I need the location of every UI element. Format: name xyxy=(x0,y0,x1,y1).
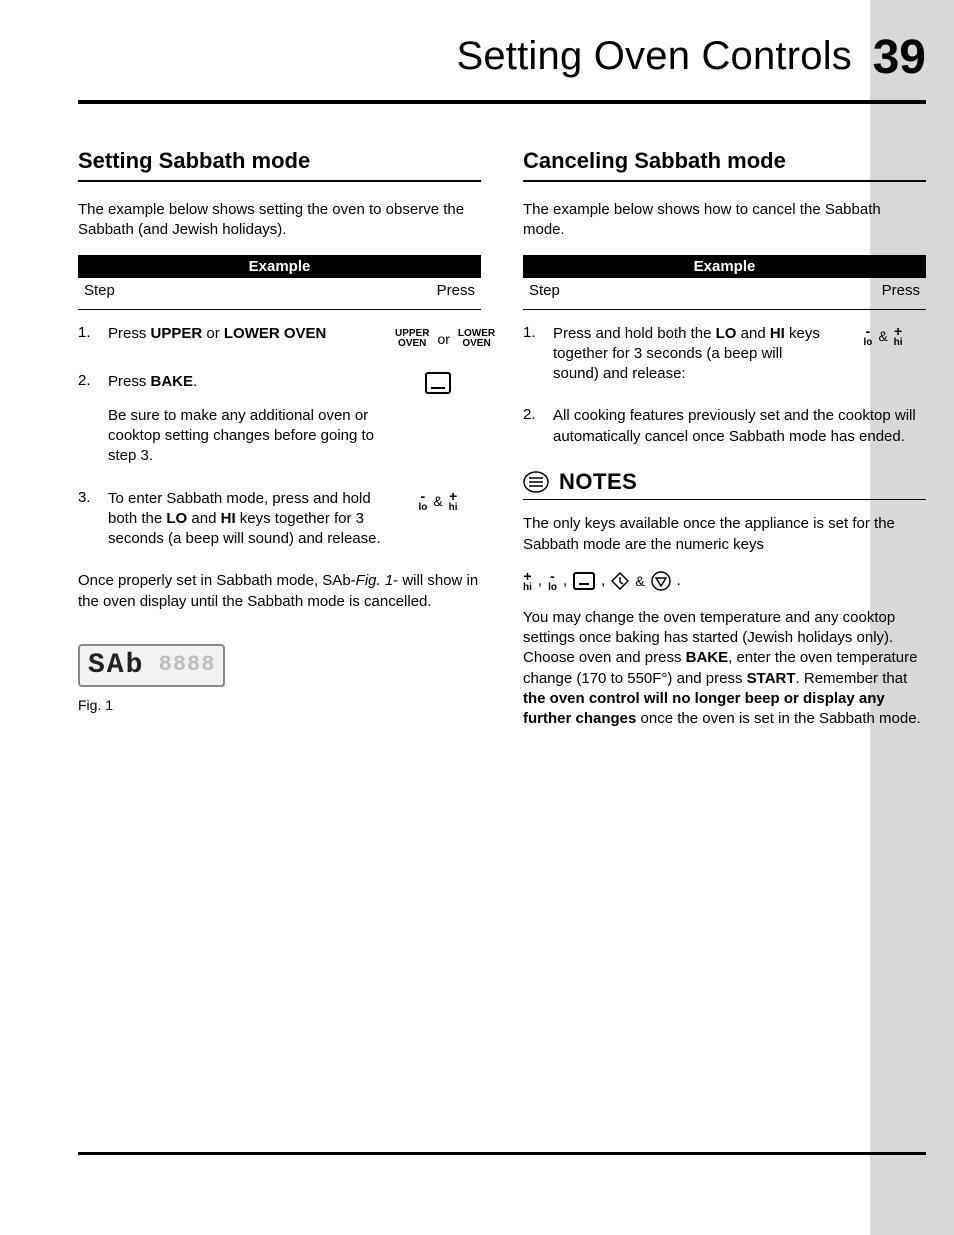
col-press: Press xyxy=(263,278,481,310)
step-row: 2. All cooking features previously set a… xyxy=(523,406,926,447)
ampersand: & xyxy=(878,328,887,344)
intro-text: The example below shows setting the oven… xyxy=(78,200,481,241)
outro-text-a: Once properly set in Sabbath mode, SAb- xyxy=(78,572,356,589)
key-label-bake: BAKE xyxy=(686,649,729,666)
step-row: 1. Press and hold both the LO and HI key… xyxy=(523,324,926,385)
step-row: 3. To enter Sabbath mode, press and hold… xyxy=(78,489,481,550)
section-heading-setting: Setting Sabbath mode xyxy=(78,148,481,174)
step-number: 3. xyxy=(78,489,98,550)
step-number: 1. xyxy=(523,324,543,385)
step-press: UPPEROVEN or LOWEROVEN xyxy=(395,324,481,350)
header-rule xyxy=(78,100,926,104)
start-key-icon xyxy=(651,571,671,591)
step-body: Press BAKE. Be sure to make any addition… xyxy=(108,372,385,467)
table-header: Example xyxy=(523,255,926,278)
step-text: Press xyxy=(108,373,151,390)
upper-oven-key-icon: UPPEROVEN xyxy=(395,329,429,350)
hi-key-icon: hi xyxy=(894,324,903,349)
notes-text: . Remember that xyxy=(796,670,908,687)
fig-ref: Fig. 1 xyxy=(356,572,394,589)
figure-caption: Fig. 1 xyxy=(78,697,481,713)
section-rule xyxy=(78,180,481,182)
step-body: All cooking features previously set and … xyxy=(553,406,926,447)
or-text: or xyxy=(437,331,449,347)
col-step: Step xyxy=(78,278,263,310)
notes-p1: The only keys available once the applian… xyxy=(523,514,926,555)
step-text: . xyxy=(193,373,197,390)
notes-title: NOTES xyxy=(559,469,637,495)
step-number: 1. xyxy=(78,324,98,350)
notes-p2: You may change the oven temperature and … xyxy=(523,608,926,730)
col-right: Canceling Sabbath mode The example below… xyxy=(523,140,926,743)
step-text: or xyxy=(202,325,224,342)
page-header: Setting Oven Controls 39 xyxy=(78,34,926,79)
page-title: Setting Oven Controls xyxy=(78,34,926,79)
notes-heading: NOTES xyxy=(523,469,926,495)
step-number: 2. xyxy=(78,372,98,467)
hi-key-icon: hi xyxy=(449,489,458,514)
page: Setting Oven Controls 39 Setting Sabbath… xyxy=(0,0,954,1235)
step-body: Press and hold both the LO and HI keys t… xyxy=(553,324,830,385)
step-press: lo & hi xyxy=(840,324,926,385)
footer-rule xyxy=(78,1152,926,1155)
col-step: Step xyxy=(523,278,708,310)
step-row: 2. Press BAKE. Be sure to make any addit… xyxy=(78,372,481,467)
intro-text: The example below shows how to cancel th… xyxy=(523,200,926,241)
notes-rule xyxy=(523,499,926,501)
ampersand: & xyxy=(433,493,442,509)
section-heading-canceling: Canceling Sabbath mode xyxy=(523,148,926,174)
step-press xyxy=(395,372,481,467)
lower-oven-key-icon: LOWEROVEN xyxy=(458,329,495,350)
hi-key-icon: hi xyxy=(523,569,532,594)
oven-display: SAb 8888 xyxy=(78,644,225,687)
key-label-lo: LO xyxy=(716,325,737,342)
period: . xyxy=(677,571,681,591)
key-label-hi: HI xyxy=(770,325,785,342)
content-columns: Setting Sabbath mode The example below s… xyxy=(78,140,926,743)
key-label-upper: UPPER xyxy=(151,325,203,342)
step-subtext: Be sure to make any additional oven or c… xyxy=(108,406,385,467)
key-label-bake: BAKE xyxy=(151,373,194,390)
page-number: 39 xyxy=(858,30,926,85)
table-header: Example xyxy=(78,255,481,278)
step-row: 1. Press UPPER or LOWER OVEN UPPEROVEN o… xyxy=(78,324,481,350)
lo-key-icon: lo xyxy=(548,569,557,594)
ampersand: & xyxy=(635,572,644,591)
display-main: SAb 8888 xyxy=(88,650,215,681)
key-label-lower-oven: LOWER OVEN xyxy=(224,325,327,342)
example-table-canceling: Example Step Press xyxy=(523,255,926,310)
lo-key-icon: lo xyxy=(418,489,427,514)
step-body: Press UPPER or LOWER OVEN xyxy=(108,324,385,350)
notes-icons-row: hi , lo , , & . xyxy=(523,569,926,594)
display-dim: 8888 xyxy=(144,652,215,677)
col-press: Press xyxy=(708,278,926,310)
col-left: Setting Sabbath mode The example below s… xyxy=(78,140,481,743)
step-text: and xyxy=(187,510,220,527)
key-label-hi: HI xyxy=(221,510,236,527)
step-text: Press and hold both the xyxy=(553,325,716,342)
key-label-start: START xyxy=(747,670,796,687)
outro-text: Once properly set in Sabbath mode, SAb-F… xyxy=(78,571,481,612)
bake-key-icon xyxy=(573,572,595,590)
example-table-setting: Example Step Press xyxy=(78,255,481,310)
step-body: To enter Sabbath mode, press and hold bo… xyxy=(108,489,385,550)
lo-key-icon: lo xyxy=(863,324,872,349)
step-text: Press xyxy=(108,325,151,342)
notes-text: once the oven is set in the Sabbath mode… xyxy=(641,710,921,727)
section-rule xyxy=(523,180,926,182)
step-number: 2. xyxy=(523,406,543,447)
key-label-lo: LO xyxy=(166,510,187,527)
step-press: lo & hi xyxy=(395,489,481,550)
timer-key-icon xyxy=(611,572,629,590)
bake-key-icon xyxy=(425,372,451,394)
step-text: and xyxy=(736,325,769,342)
notes-icon xyxy=(523,471,549,493)
